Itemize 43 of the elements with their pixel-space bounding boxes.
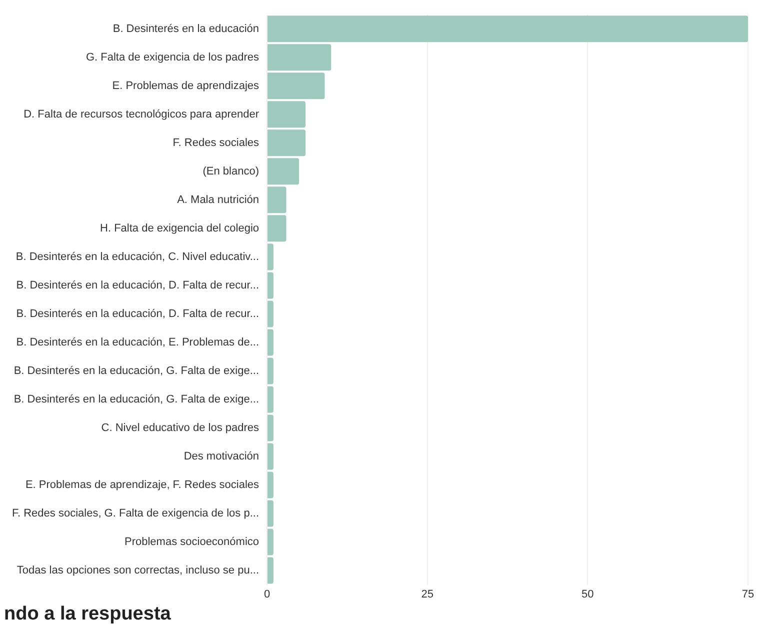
- bar: [268, 500, 274, 527]
- x-tick-label: 0: [264, 588, 270, 600]
- bar: [268, 44, 332, 71]
- bar: [268, 386, 274, 413]
- bar: [268, 101, 306, 128]
- y-tick-label: B. Desinterés en la educación, D. Falta de recur...: [16, 308, 260, 320]
- bar: [268, 72, 325, 100]
- y-tick-label: B. Desinterés en la educación, D. Falta de recur...: [16, 279, 260, 292]
- bar: [268, 215, 286, 242]
- y-tick-label: Todas las opciones son correctas, incluso se pu...: [16, 564, 260, 577]
- text: ndo a la respuesta: [4, 604, 172, 625]
- bar: [268, 186, 286, 214]
- bar: [268, 130, 306, 156]
- bar: [268, 358, 274, 384]
- y-tick-label: (En blanco): [202, 165, 260, 178]
- y-tick-label: B. Desinterés en la educación, C. Nivel educativ...: [16, 250, 260, 263]
- x-tick-label: 25: [421, 588, 434, 600]
- y-tick-label: B. Desinterés en la educación, E. Problemas de...: [16, 336, 260, 348]
- y-tick-label: B. Desinterés en la educación, G. Falta de exige...: [14, 365, 260, 378]
- bar: [268, 300, 274, 328]
- y-tick-label: B. Desinterés en la educación, G. Falta de exige...: [14, 394, 260, 406]
- bar: [268, 528, 274, 556]
- y-tick-label: A. Mala nutrición: [177, 194, 260, 206]
- bar: [268, 472, 274, 498]
- y-tick-label: E. Problemas de aprendizajes: [112, 80, 260, 92]
- bar: [268, 272, 274, 299]
- y-tick-label: C. Nivel educativo de los padres: [101, 422, 260, 434]
- y-tick-label: H. Falta de exigencia del colegio: [100, 222, 260, 234]
- y-tick-label: G. Falta de exigencia de los padres: [86, 51, 260, 64]
- y-tick-label: Problemas socioeconómico: [124, 536, 260, 548]
- y-tick-label: B. Desinterés en la educación: [112, 22, 260, 35]
- y-tick-label: F. Redes sociales, G. Falta de exigencia de los p...: [12, 508, 260, 520]
- y-tick-label: E. Problemas de aprendizaje, F. Redes sociales: [25, 479, 260, 492]
- bar: [268, 158, 300, 185]
- y-tick-label: Des motivación: [184, 450, 260, 463]
- bar: [268, 557, 274, 584]
- bar: [268, 16, 748, 42]
- y-tick-label: F. Redes sociales: [172, 136, 260, 149]
- y-tick-label: D. Falta de recursos tecnológicos para aprender: [24, 108, 260, 120]
- x-tick-label: 50: [582, 588, 594, 600]
- bar: [268, 329, 274, 356]
- x-tick-label: 75: [742, 588, 754, 600]
- bar: [268, 244, 274, 270]
